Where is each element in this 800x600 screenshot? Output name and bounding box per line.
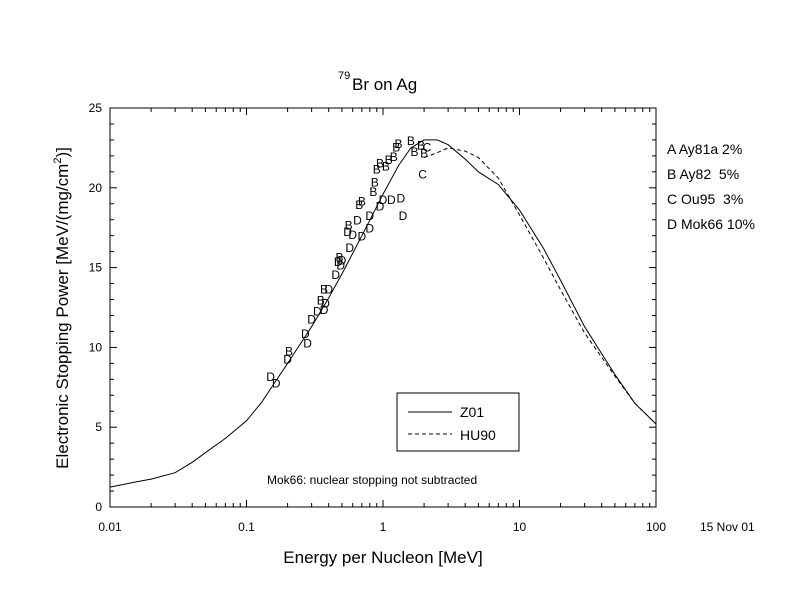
data-marker-d: D: [399, 209, 408, 223]
data-marker-b: B: [410, 145, 418, 159]
data-marker-d: D: [266, 370, 275, 384]
data-legend-c-letter: C: [667, 191, 677, 207]
series-line-z01: [109, 139, 657, 488]
y-tick-label: 5: [95, 420, 102, 434]
data-marker-d: D: [338, 254, 347, 268]
data-marker-b: B: [395, 137, 403, 151]
y-axis-tick-labels: 0 5 10 15 20 25: [89, 101, 103, 514]
chart-title-superscript: 79: [338, 70, 350, 82]
data-marker-d: D: [387, 193, 396, 207]
x-axis-tick-labels: 0.01 0.1 1 10 100: [98, 520, 666, 534]
x-tick-label: 1: [380, 520, 387, 534]
data-marker-d: D: [334, 255, 343, 269]
y-tick-label: 10: [89, 340, 103, 354]
x-tick-label: 0.1: [238, 520, 255, 534]
x-tick-label: 0.01: [98, 520, 122, 534]
data-marker-d: D: [376, 199, 385, 213]
data-marker-d: D: [307, 313, 316, 327]
annotation-text: Mok66: nuclear stopping not subtracted: [267, 473, 477, 487]
data-marker-d: D: [343, 225, 352, 239]
data-marker-d: D: [324, 282, 333, 296]
data-marker-b: B: [317, 294, 325, 308]
data-marker-b: B: [371, 175, 379, 189]
data-legend-b: B Ay82 5%: [667, 166, 739, 182]
y-axis-label-superscript: 2: [52, 158, 64, 164]
data-marker-d: D: [365, 222, 374, 236]
y-tick-label: 15: [89, 261, 103, 275]
data-marker-b: B: [335, 250, 343, 264]
x-tick-label: 10: [513, 520, 527, 534]
line-legend-box: [396, 392, 520, 452]
data-legend-a-letter: A: [667, 141, 677, 157]
data-marker-b: B: [355, 198, 363, 212]
chart-title: Br on Ag: [352, 75, 417, 94]
data-marker-b: B: [407, 134, 415, 148]
data-marker-b: B: [369, 185, 377, 199]
data-marker-d: D: [321, 297, 330, 311]
data-legend-b-text: Ay82 5%: [679, 166, 739, 182]
data-marker-b: B: [320, 282, 328, 296]
series-lines: [109, 139, 657, 488]
data-marker-d: D: [379, 193, 388, 207]
data-marker-b: B: [420, 147, 428, 161]
data-marker-d: D: [283, 353, 292, 367]
data-marker-c: C: [423, 140, 432, 154]
data-marker-d: D: [353, 214, 362, 228]
data-marker-d: D: [331, 268, 340, 282]
data-source-legend: A Ay81a 2% B Ay82 5% C Ou95 3% D Mok66 1…: [667, 141, 755, 232]
data-marker-d: D: [336, 258, 345, 272]
data-marker-b: B: [358, 195, 366, 209]
x-axis-label: Energy per Nucleon [MeV]: [283, 548, 482, 567]
data-markers: DDDBDDDDBDDBDDDBDDDBDDDBBDDDBBBDBDBBDBBB…: [266, 134, 431, 391]
data-marker-b: B: [373, 163, 381, 177]
data-legend-d: D Mok66 10%: [667, 216, 755, 232]
data-marker-d: D: [348, 228, 357, 242]
legend-label-z01: Z01: [460, 404, 484, 420]
data-legend-c-text: Ou95 3%: [681, 191, 743, 207]
y-tick-label: 0: [95, 500, 102, 514]
data-marker-b: B: [376, 156, 384, 170]
data-marker-b: B: [392, 140, 400, 154]
y-tick-label: 20: [89, 181, 103, 195]
data-marker-c: C: [418, 167, 427, 181]
data-marker-d: D: [313, 305, 322, 319]
data-marker-b: B: [382, 159, 390, 173]
legend-label-hu90: HU90: [460, 427, 496, 443]
data-legend-b-letter: B: [667, 166, 676, 182]
data-legend-a-text: Ay81a 2%: [679, 141, 743, 157]
y-axis-label: Electronic Stopping Power [MeV/(mg/cm2)]: [52, 147, 72, 469]
series-line-hu90: [423, 147, 657, 425]
data-marker-d: D: [303, 337, 312, 351]
data-marker-b: B: [385, 153, 393, 167]
date-stamp: 15 Nov 01: [700, 520, 755, 534]
data-marker-d: D: [320, 303, 329, 317]
data-marker-d: D: [272, 377, 281, 391]
data-legend-c: C Ou95 3%: [667, 191, 743, 207]
data-marker-b: B: [417, 139, 425, 153]
data-marker-b: B: [345, 219, 353, 233]
line-legend: Z01 HU90: [396, 392, 520, 452]
data-legend-a: A Ay81a 2%: [667, 141, 742, 157]
data-marker-d: D: [301, 327, 310, 341]
y-axis-label-end: )]: [53, 147, 72, 157]
data-marker-b: B: [285, 345, 293, 359]
data-marker-d: D: [396, 191, 405, 205]
x-axis-ticks: [109, 108, 657, 507]
y-tick-label: 25: [89, 101, 103, 115]
x-tick-label: 100: [646, 520, 666, 534]
y-axis-ticks: [110, 107, 656, 508]
y-axis-label-main: Electronic Stopping Power [MeV/(mg/cm: [53, 164, 72, 469]
data-marker-d: D: [345, 241, 354, 255]
data-legend-d-text: Mok66 10%: [681, 216, 755, 232]
svg-text:Electronic Stopping Power [MeV: Electronic Stopping Power [MeV/(mg/cm2)]: [52, 147, 72, 469]
data-marker-d: D: [365, 209, 374, 223]
data-marker-b: B: [390, 150, 398, 164]
data-legend-d-letter: D: [667, 216, 677, 232]
data-marker-d: D: [358, 230, 367, 244]
